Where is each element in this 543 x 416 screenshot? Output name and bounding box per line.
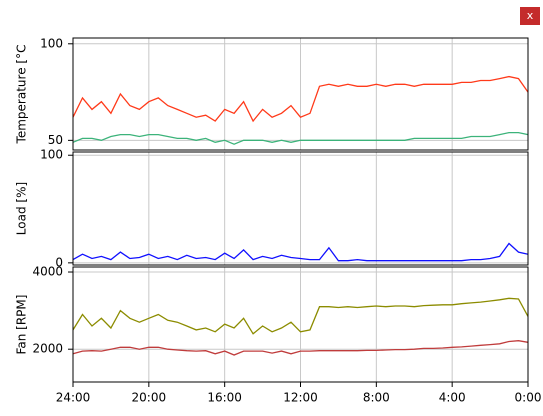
y-axis-label: Load [%] <box>15 182 29 235</box>
x-tick-label: 8:00 <box>363 391 390 405</box>
series-line <box>72 242 529 262</box>
x-tick-label: 16:00 <box>207 391 242 405</box>
x-tick-label: 20:00 <box>132 391 167 405</box>
y-tick-label: 100 <box>40 148 63 162</box>
y-tick-label: 0 <box>55 255 63 269</box>
y-tick-label: 2000 <box>32 342 63 356</box>
series-line <box>72 297 529 335</box>
y-axis-label: Fan [RPM] <box>15 295 29 355</box>
y-tick-label: 4000 <box>32 265 63 279</box>
y-tick-label: 100 <box>40 36 63 50</box>
x-tick-label: 0:00 <box>515 391 542 405</box>
panel-frame <box>72 37 529 151</box>
x-tick-label: 24:00 <box>56 391 91 405</box>
panel-frame <box>72 151 529 266</box>
x-tick-label: 4:00 <box>439 391 466 405</box>
close-button[interactable] <box>520 7 540 25</box>
series-line <box>72 131 529 145</box>
y-tick-label: 50 <box>48 133 63 147</box>
y-axis-label: Temperature [°C <box>15 45 29 145</box>
close-label[interactable]: x <box>527 9 534 22</box>
series-line <box>72 75 529 123</box>
series-line <box>72 340 529 356</box>
x-tick-label: 12:00 <box>283 391 318 405</box>
